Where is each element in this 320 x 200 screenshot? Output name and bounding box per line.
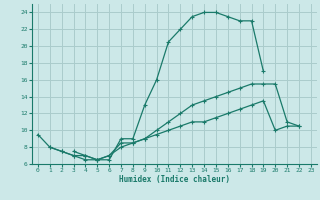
X-axis label: Humidex (Indice chaleur): Humidex (Indice chaleur) <box>119 175 230 184</box>
